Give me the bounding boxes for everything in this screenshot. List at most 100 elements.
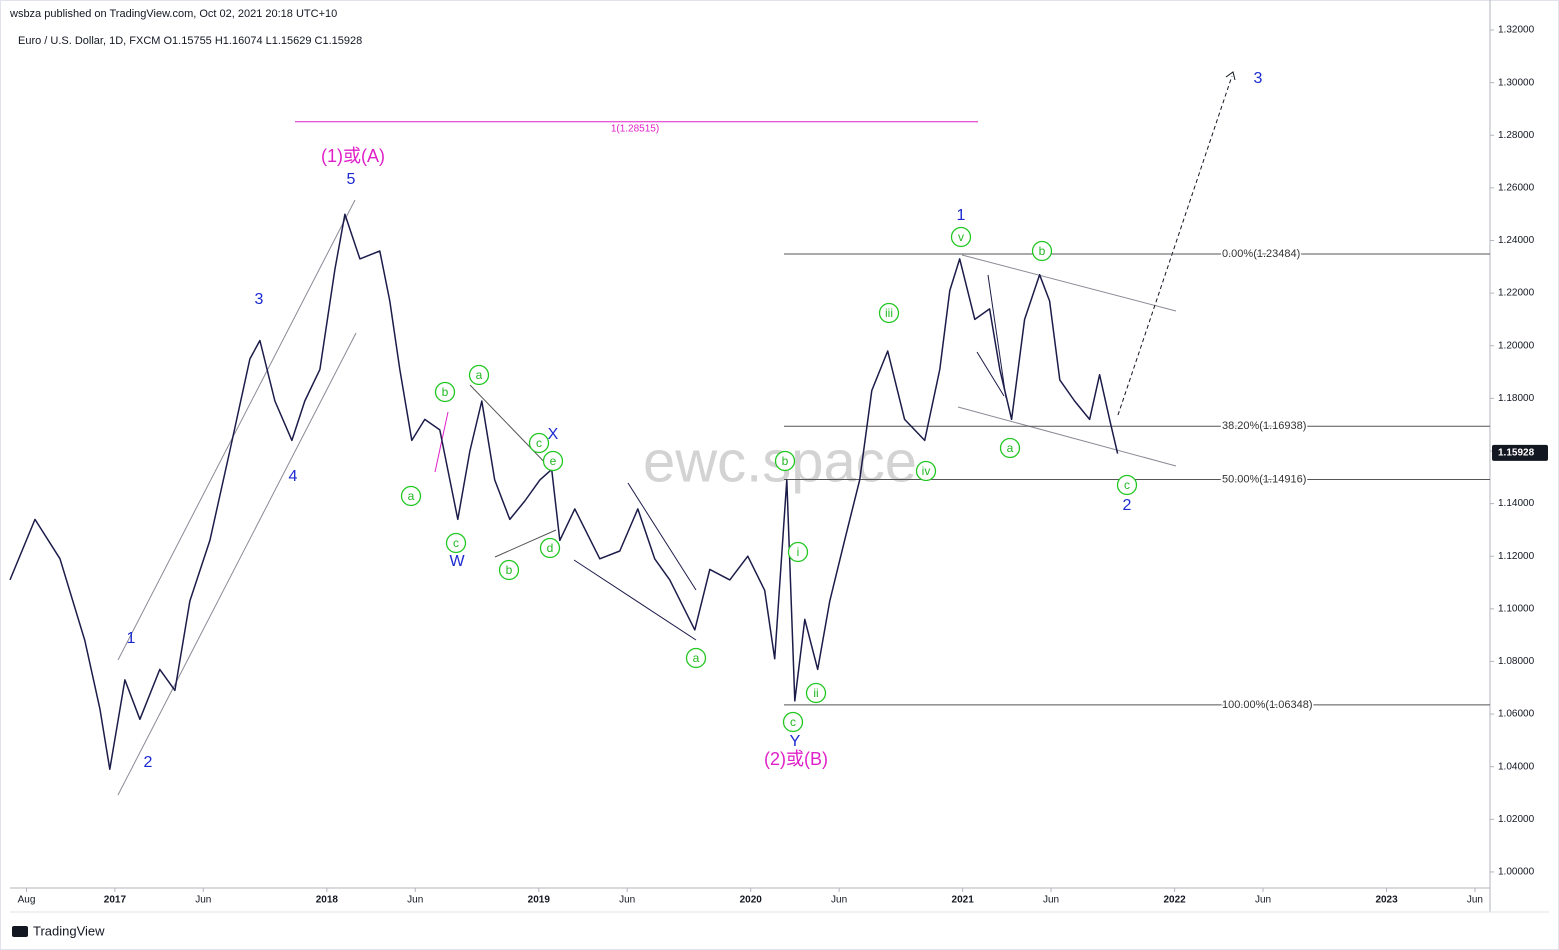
y-tick-label: 1.18000 bbox=[1498, 393, 1535, 404]
x-tick-label: Jun bbox=[1467, 895, 1483, 906]
wave-circle bbox=[999, 437, 1021, 459]
target-label: 1(1.28515) bbox=[611, 123, 659, 134]
y-tick-label: 1.00000 bbox=[1498, 867, 1535, 878]
wave-label: 1 bbox=[957, 207, 966, 224]
x-tick-label: 2021 bbox=[952, 895, 975, 906]
last-price-label: 1.15928 bbox=[1498, 448, 1535, 459]
channel-line bbox=[117, 199, 356, 661]
wave-label: c bbox=[536, 436, 542, 450]
x-tick-label: Jun bbox=[407, 895, 423, 906]
wave-circle bbox=[915, 460, 937, 482]
wave-label: a bbox=[1007, 441, 1014, 455]
y-tick-label: 1.14000 bbox=[1498, 498, 1535, 509]
wave-circle bbox=[685, 647, 707, 669]
wave-label: 2 bbox=[144, 754, 153, 771]
drawings bbox=[117, 71, 1236, 796]
wave-label: (1)或(A) bbox=[321, 146, 385, 166]
wave-circle bbox=[445, 532, 467, 554]
wave-label: 1 bbox=[127, 630, 136, 647]
channel-line bbox=[627, 482, 697, 591]
fib-label: 100.00%(1.06348) bbox=[1222, 699, 1313, 711]
wave-label: c bbox=[1124, 478, 1130, 492]
y-tick-label: 1.02000 bbox=[1498, 814, 1535, 825]
wave-circle bbox=[878, 302, 900, 324]
y-tick-label: 1.08000 bbox=[1498, 656, 1535, 667]
last-price-tag bbox=[1492, 444, 1548, 461]
wave-circle bbox=[542, 450, 564, 472]
projection-line bbox=[1117, 75, 1233, 416]
wave-label: 3 bbox=[1254, 70, 1263, 87]
wave-circle bbox=[787, 541, 809, 563]
wave-circle bbox=[774, 450, 796, 472]
wave-label: b bbox=[442, 385, 449, 399]
wave-label: X bbox=[548, 426, 559, 443]
x-tick-label: 2023 bbox=[1375, 895, 1398, 906]
y-tick-label: 1.04000 bbox=[1498, 761, 1535, 772]
wave-label: a bbox=[693, 651, 700, 665]
channel-line bbox=[469, 384, 553, 471]
channel-line bbox=[494, 529, 557, 558]
channel-line bbox=[976, 351, 1005, 397]
wave-label: b bbox=[506, 563, 513, 577]
wave-label: a bbox=[408, 489, 415, 503]
fib-label: 0.00%(1.23484) bbox=[1222, 248, 1300, 260]
y-tick-label: 1.30000 bbox=[1498, 77, 1535, 88]
wave-circle bbox=[498, 559, 520, 581]
x-tick-label: 2020 bbox=[740, 895, 763, 906]
wave-label: (2)或(B) bbox=[764, 749, 828, 769]
x-tick-label: Jun bbox=[1255, 895, 1271, 906]
y-tick-label: 1.06000 bbox=[1498, 709, 1535, 720]
footer-brand: TradingView bbox=[33, 923, 105, 938]
logo-icon bbox=[12, 926, 28, 937]
wave-circle bbox=[400, 485, 422, 507]
wave-circle bbox=[782, 711, 804, 733]
wave-circle bbox=[539, 537, 561, 559]
channel-line bbox=[987, 274, 1007, 399]
x-tick-label: 2017 bbox=[104, 895, 127, 906]
channel-line bbox=[961, 254, 1177, 312]
wave-label: v bbox=[958, 230, 964, 244]
wave-label: iv bbox=[922, 464, 931, 478]
y-tick-label: 1.20000 bbox=[1498, 340, 1535, 351]
wave-circle bbox=[468, 364, 490, 386]
wave-label: Y bbox=[790, 733, 801, 750]
x-tick-label: 2018 bbox=[316, 895, 339, 906]
published-note: wsbza published on TradingView.com, Oct … bbox=[9, 8, 337, 20]
y-tick-label: 1.24000 bbox=[1498, 235, 1535, 246]
wave-circle bbox=[528, 432, 550, 454]
wave-label: e bbox=[550, 454, 557, 468]
channel-line bbox=[573, 559, 697, 641]
wave-label: a bbox=[476, 368, 483, 382]
wave-label: 2 bbox=[1123, 497, 1132, 514]
wave-circle bbox=[805, 682, 827, 704]
wave-label: W bbox=[449, 553, 465, 570]
x-tick-label: Jun bbox=[195, 895, 211, 906]
wave-label: i bbox=[797, 545, 800, 559]
wave-label: b bbox=[782, 454, 789, 468]
price-line bbox=[9, 213, 1119, 771]
channel-line bbox=[117, 332, 357, 796]
wave-circle bbox=[1031, 240, 1053, 262]
x-tick-label: 2022 bbox=[1164, 895, 1187, 906]
wave-label: 4 bbox=[289, 468, 298, 485]
fib-label: 38.20%(1.16938) bbox=[1222, 420, 1306, 432]
y-tick-label: 1.22000 bbox=[1498, 288, 1535, 299]
wave-label: 3 bbox=[255, 291, 264, 308]
wave-label: c bbox=[453, 536, 459, 550]
x-tick-label: Aug bbox=[18, 895, 36, 906]
wave-label: b bbox=[1039, 244, 1046, 258]
projection-arrow bbox=[1225, 71, 1236, 81]
wave-label: d bbox=[547, 541, 554, 555]
wave-label: c bbox=[790, 715, 796, 729]
wave-circle bbox=[434, 381, 456, 403]
channel-line bbox=[957, 406, 1177, 467]
wave-label: iii bbox=[885, 306, 893, 320]
y-tick-label: 1.28000 bbox=[1498, 130, 1535, 141]
footer-logo: TradingView bbox=[12, 923, 105, 938]
fib-label: 50.00%(1.14916) bbox=[1222, 473, 1306, 485]
wave-label: ii bbox=[813, 686, 818, 700]
x-tick-label: Jun bbox=[1043, 895, 1059, 906]
x-tick-label: Jun bbox=[831, 895, 847, 906]
